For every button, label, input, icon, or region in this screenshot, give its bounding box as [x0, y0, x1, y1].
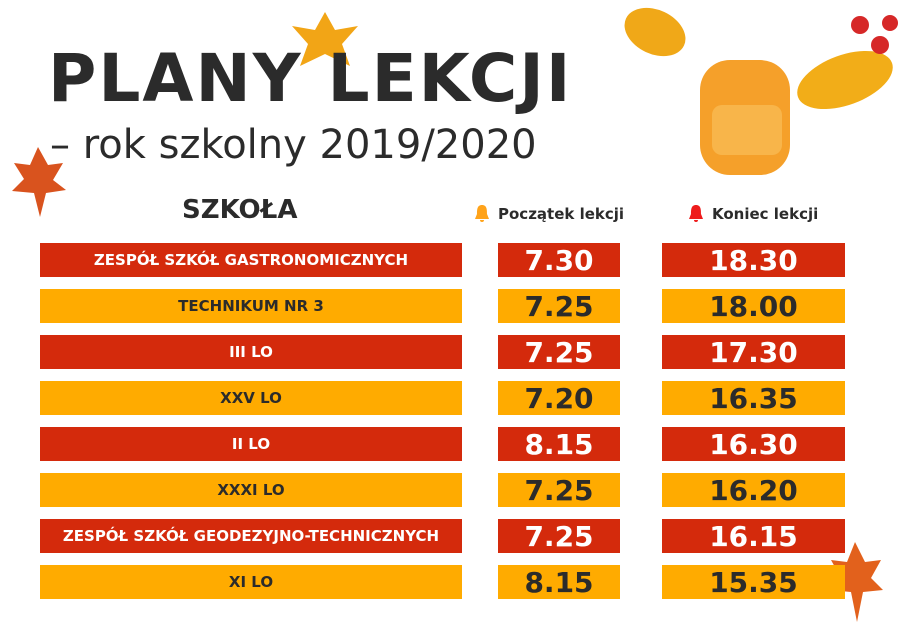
- school-name: XXXI LO: [40, 473, 462, 507]
- end-time: 18.00: [662, 289, 845, 323]
- start-time: 7.25: [498, 289, 620, 323]
- page-subtitle: – rok szkolny 2019/2020: [50, 122, 537, 168]
- end-time: 17.30: [662, 335, 845, 369]
- start-time: 7.25: [498, 519, 620, 553]
- start-time: 7.25: [498, 335, 620, 369]
- table-row: XXXI LO 7.25 16.20: [0, 473, 900, 507]
- start-time: 7.20: [498, 381, 620, 415]
- table-row: XI LO 8.15 15.35: [0, 565, 900, 599]
- school-name: XXV LO: [40, 381, 462, 415]
- autumn-leaf-icon: [797, 50, 893, 110]
- end-time: 16.35: [662, 381, 845, 415]
- autumn-leaf-icon: [829, 542, 883, 622]
- page-title: PLANY LEKCJI: [48, 40, 573, 117]
- end-time: 15.35: [662, 565, 845, 599]
- table-row: ZESPÓŁ SZKÓŁ GASTRONOMICZNYCH 7.30 18.30: [0, 243, 900, 277]
- end-column-header: Koniec lekcji: [688, 204, 818, 224]
- end-time: 18.30: [662, 243, 845, 277]
- school-name: TECHNIKUM NR 3: [40, 289, 462, 323]
- start-time: 8.15: [498, 427, 620, 461]
- school-name: ZESPÓŁ SZKÓŁ GEODEZYJNO-TECHNICZNYCH: [40, 519, 462, 553]
- start-time: 7.30: [498, 243, 620, 277]
- end-time: 16.15: [662, 519, 845, 553]
- end-time: 16.30: [662, 427, 845, 461]
- school-name: III LO: [40, 335, 462, 369]
- autumn-leaf-icon: [12, 147, 66, 217]
- start-time: 8.15: [498, 565, 620, 599]
- school-column-header: SZKOŁA: [182, 195, 298, 225]
- start-column-header: Początek lekcji: [474, 204, 624, 224]
- school-name: XI LO: [40, 565, 462, 599]
- autumn-leaf-icon: [624, 7, 686, 57]
- backpack-icon: [700, 60, 790, 175]
- table-row: III LO 7.25 17.30: [0, 335, 900, 369]
- autumn-leaf-icon: [292, 12, 358, 66]
- berries-icon: [851, 15, 898, 54]
- bell-icon: [689, 205, 703, 222]
- table-row: ZESPÓŁ SZKÓŁ GEODEZYJNO-TECHNICZNYCH 7.25…: [0, 519, 900, 553]
- start-time: 7.25: [498, 473, 620, 507]
- school-name: II LO: [40, 427, 462, 461]
- end-time: 16.20: [662, 473, 845, 507]
- school-name: ZESPÓŁ SZKÓŁ GASTRONOMICZNYCH: [40, 243, 462, 277]
- end-header-label: Koniec lekcji: [712, 205, 819, 223]
- table-row: II LO 8.15 16.30: [0, 427, 900, 461]
- table-row: XXV LO 7.20 16.35: [0, 381, 900, 415]
- start-header-label: Początek lekcji: [498, 205, 625, 223]
- table-row: TECHNIKUM NR 3 7.25 18.00: [0, 289, 900, 323]
- bell-icon: [475, 205, 489, 222]
